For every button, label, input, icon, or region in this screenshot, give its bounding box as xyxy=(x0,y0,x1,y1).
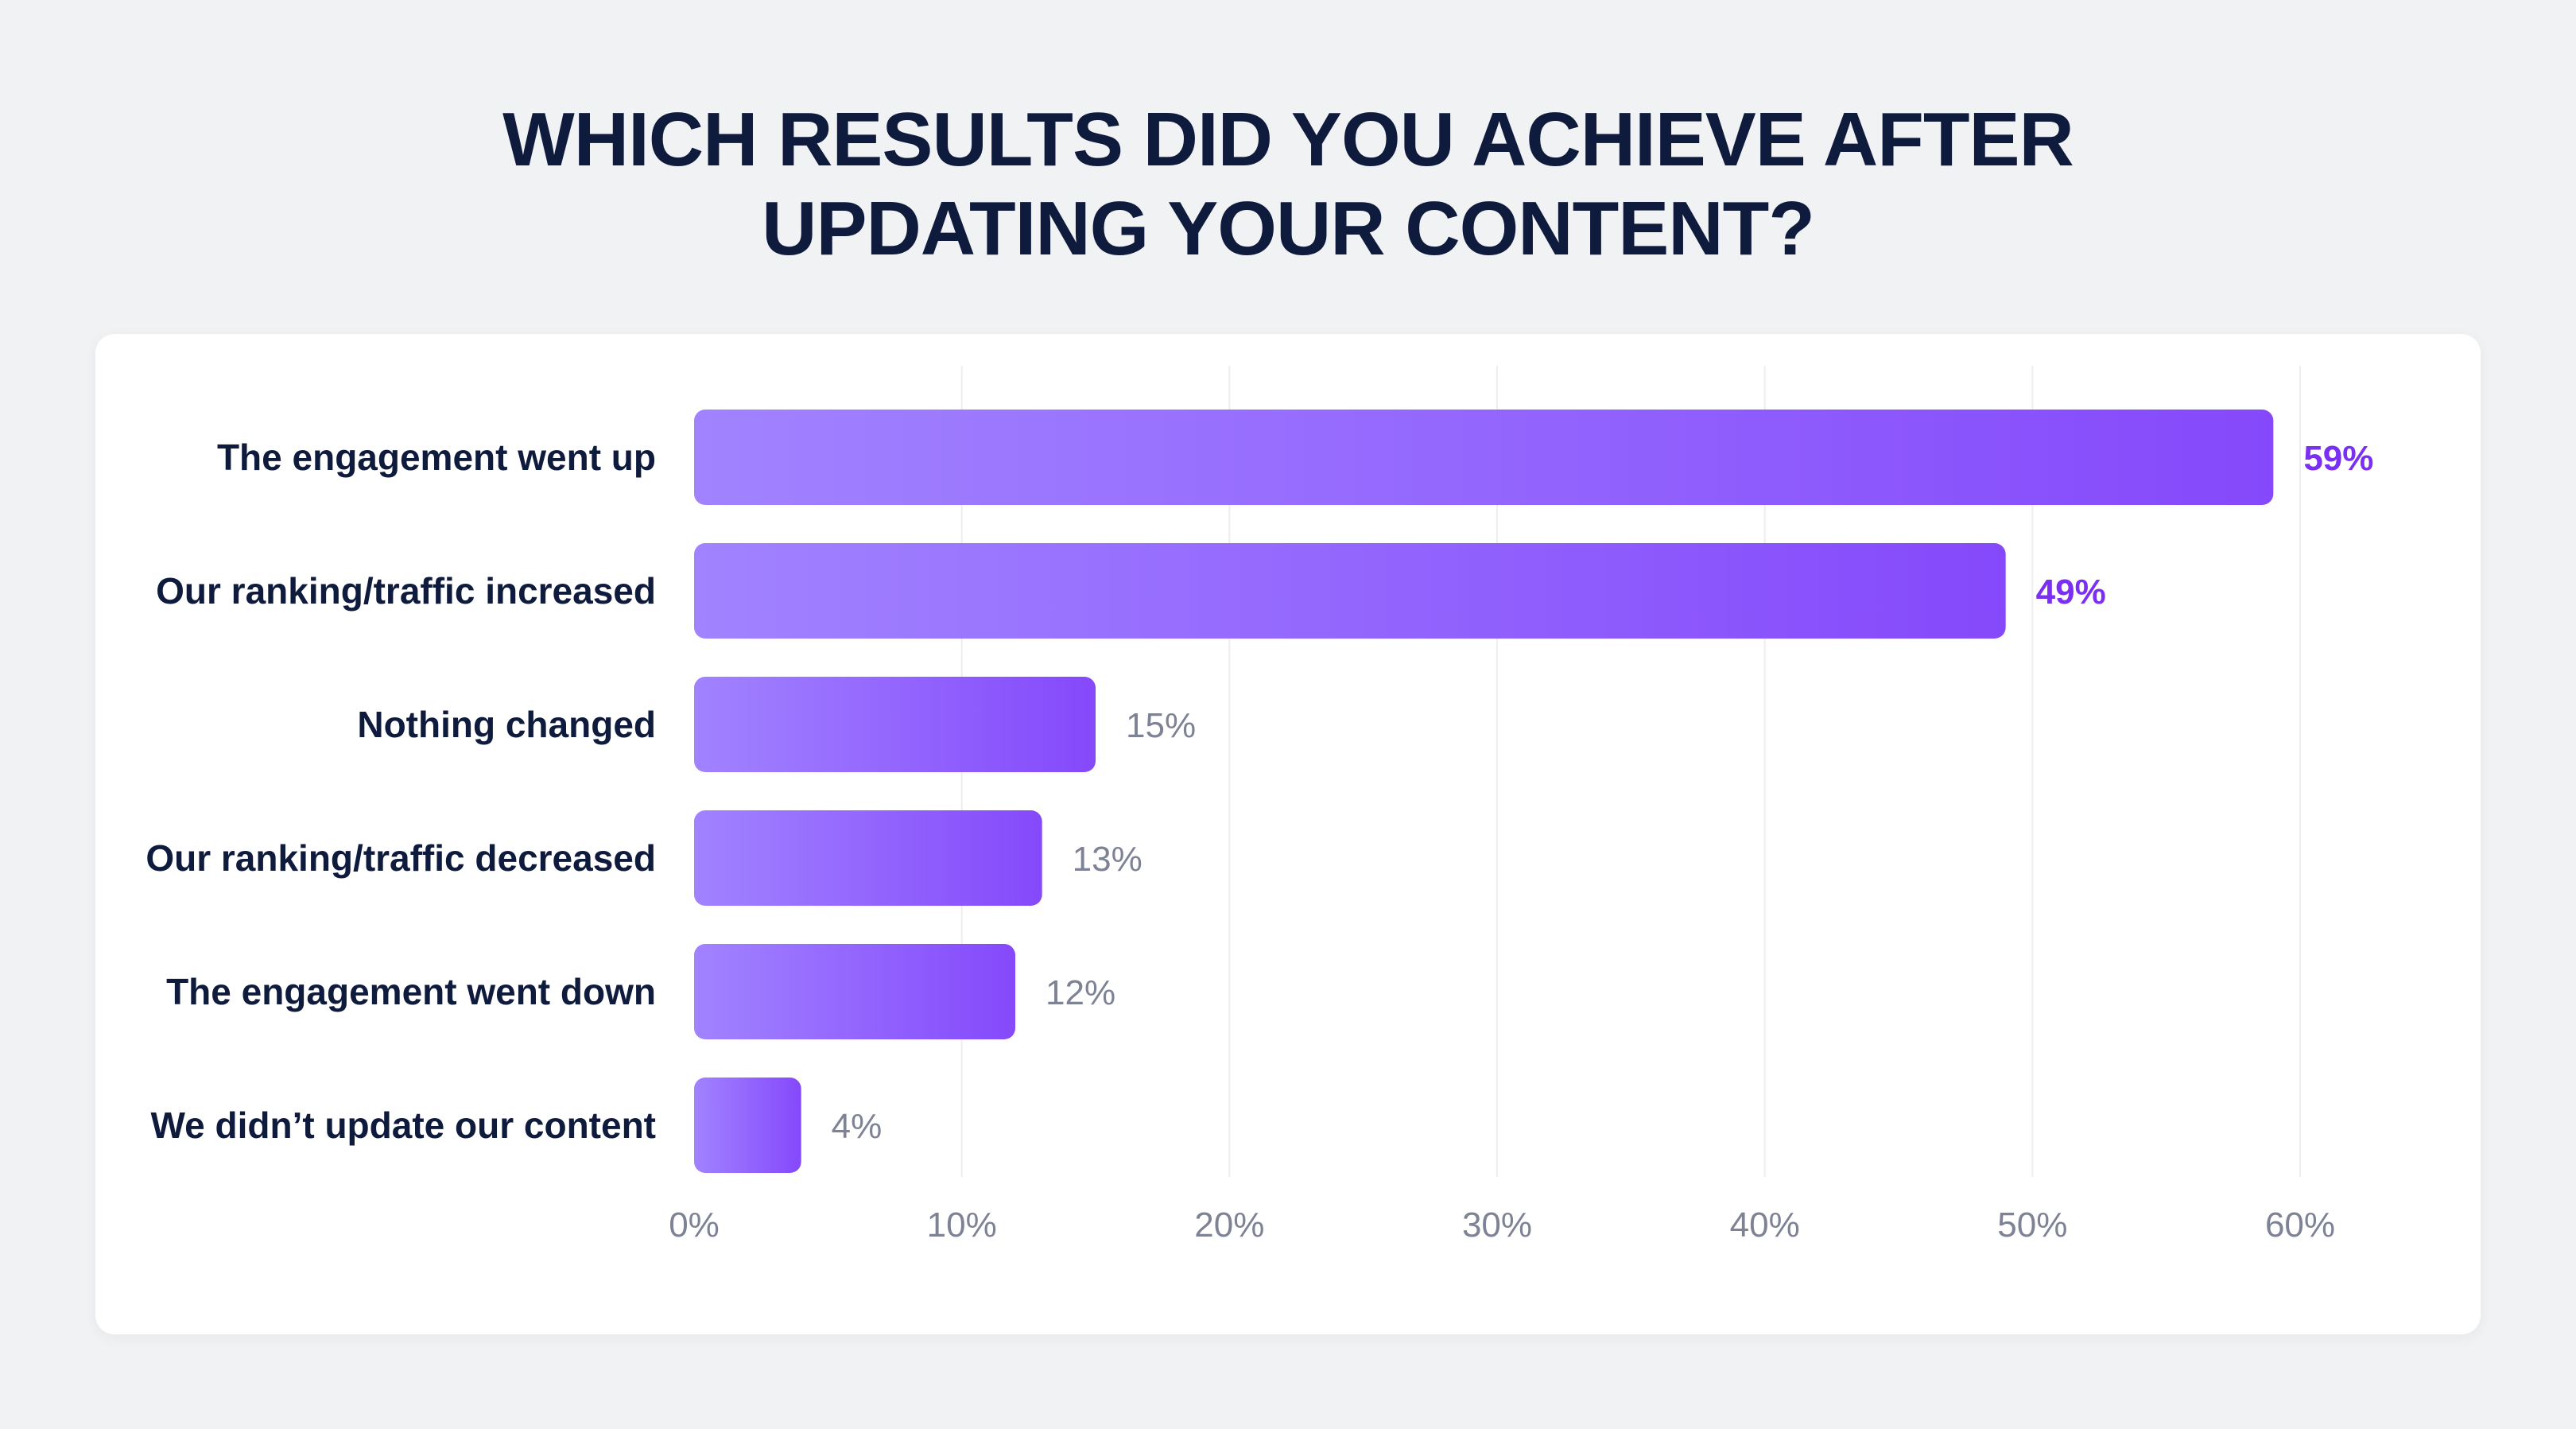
bar xyxy=(694,810,1042,906)
category-label: The engagement went up xyxy=(217,437,656,478)
chart-title-line-2: UPDATING YOUR CONTENT? xyxy=(762,186,1815,271)
x-tick-label: 50% xyxy=(1997,1206,2067,1245)
value-label: 15% xyxy=(1126,706,1196,745)
chart-title: WHICH RESULTS DID YOU ACHIEVE AFTER UPDA… xyxy=(0,95,2576,274)
bar xyxy=(694,543,2006,639)
value-label: 49% xyxy=(2036,573,2106,612)
bar xyxy=(694,410,2274,505)
bars xyxy=(694,410,2274,1173)
value-label: 13% xyxy=(1073,840,1143,879)
category-label: The engagement went down xyxy=(166,971,656,1012)
value-label: 4% xyxy=(832,1107,883,1146)
value-label: 59% xyxy=(2303,439,2373,478)
category-label: We didn’t update our content xyxy=(151,1105,656,1146)
chart-title-line-1: WHICH RESULTS DID YOU ACHIEVE AFTER xyxy=(502,97,2074,182)
category-label: Nothing changed xyxy=(357,704,656,745)
labels: 0% 10% 20% 30% 40% 50% 60% The engagement went … xyxy=(145,437,2373,1245)
x-tick-label: 40% xyxy=(1730,1206,1800,1245)
x-tick-label: 10% xyxy=(927,1206,997,1245)
value-label: 12% xyxy=(1046,973,1115,1012)
chart-card: 0% 10% 20% 30% 40% 50% 60% The engagement went … xyxy=(95,334,2481,1334)
bar xyxy=(694,1078,801,1173)
x-tick-label: 60% xyxy=(2265,1206,2335,1245)
x-tick-label: 0% xyxy=(669,1206,720,1245)
bar xyxy=(694,677,1096,772)
x-tick-label: 30% xyxy=(1462,1206,1532,1245)
category-label: Our ranking/traffic increased xyxy=(156,570,656,612)
category-label: Our ranking/traffic decreased xyxy=(145,837,656,879)
bar-chart: 0% 10% 20% 30% 40% 50% 60% The engagement went … xyxy=(145,366,2373,1245)
bar xyxy=(694,944,1015,1039)
x-tick-label: 20% xyxy=(1194,1206,1264,1245)
